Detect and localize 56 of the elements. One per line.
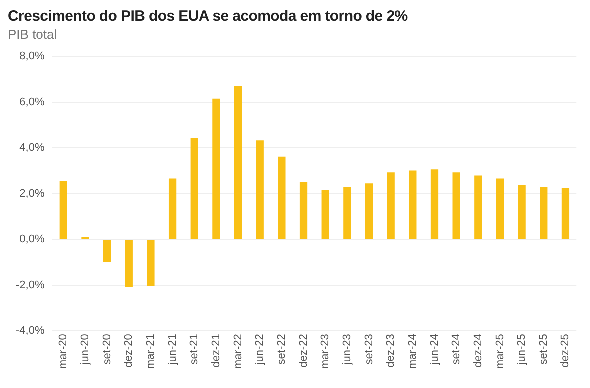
x-tick-label: set-21 bbox=[188, 334, 201, 365]
x-tick-label: jun-20 bbox=[80, 334, 92, 366]
x-tick-label: set-24 bbox=[450, 334, 463, 365]
bar bbox=[278, 156, 286, 240]
x-tick-label: mar-21 bbox=[144, 334, 157, 369]
x-tick-label: mar-25 bbox=[494, 334, 506, 369]
y-tick-label: -4,0% bbox=[16, 325, 45, 338]
x-tick-label: jun-22 bbox=[254, 334, 266, 366]
y-tick-label: 6,0% bbox=[20, 96, 45, 108]
bar bbox=[344, 187, 352, 240]
bar bbox=[190, 138, 198, 240]
x-tick-label: set-22 bbox=[276, 334, 288, 365]
x-tick-label: jun-25 bbox=[516, 334, 528, 366]
x-tick-label: dez-20 bbox=[123, 334, 136, 368]
x-tick-label: dez-22 bbox=[298, 334, 310, 368]
bar bbox=[125, 240, 133, 288]
x-tick-label: jun-21 bbox=[166, 334, 179, 366]
bar bbox=[168, 178, 177, 240]
chart-title: Crescimento do PIB dos EUA se acomoda em torno de 2% bbox=[8, 8, 409, 25]
x-tick-label: dez-25 bbox=[560, 334, 572, 368]
bar bbox=[234, 86, 242, 240]
bar bbox=[256, 140, 264, 240]
y-tick-label: 2,0% bbox=[20, 188, 45, 200]
y-tick-label: -2,0% bbox=[16, 279, 45, 292]
bar bbox=[562, 188, 570, 240]
bar bbox=[452, 172, 460, 240]
bar bbox=[540, 187, 548, 240]
x-tick-label: dez-23 bbox=[385, 334, 398, 368]
bar bbox=[430, 170, 439, 240]
x-tick-label: dez-24 bbox=[472, 334, 484, 368]
bar bbox=[474, 176, 482, 240]
y-tick-label: 8,0% bbox=[20, 50, 45, 63]
x-tick-label: dez-21 bbox=[210, 334, 222, 368]
bar bbox=[147, 240, 155, 286]
bar bbox=[60, 181, 68, 240]
chart-subtitle: PIB total bbox=[8, 27, 58, 42]
x-tick-label: set-20 bbox=[101, 334, 114, 365]
bar bbox=[103, 240, 112, 262]
x-tick-label: mar-23 bbox=[320, 334, 332, 369]
bar bbox=[409, 170, 417, 240]
y-tick-label: 0,0% bbox=[20, 234, 45, 246]
x-tick-label: mar-24 bbox=[406, 334, 419, 369]
bar bbox=[300, 182, 308, 240]
x-tick-label: jun-24 bbox=[428, 334, 441, 366]
bar bbox=[387, 172, 395, 240]
x-tick-label: set-25 bbox=[538, 334, 550, 365]
bar bbox=[518, 185, 526, 240]
bar bbox=[322, 190, 330, 240]
x-tick-label: jun-23 bbox=[341, 334, 354, 366]
bar bbox=[365, 184, 374, 240]
y-tick-label: 4,0% bbox=[20, 142, 45, 154]
x-tick-label: mar-22 bbox=[232, 334, 244, 369]
bar bbox=[212, 98, 220, 240]
bar bbox=[496, 178, 504, 240]
x-tick-label: mar-20 bbox=[58, 334, 70, 369]
x-tick-label: set-23 bbox=[363, 334, 376, 365]
